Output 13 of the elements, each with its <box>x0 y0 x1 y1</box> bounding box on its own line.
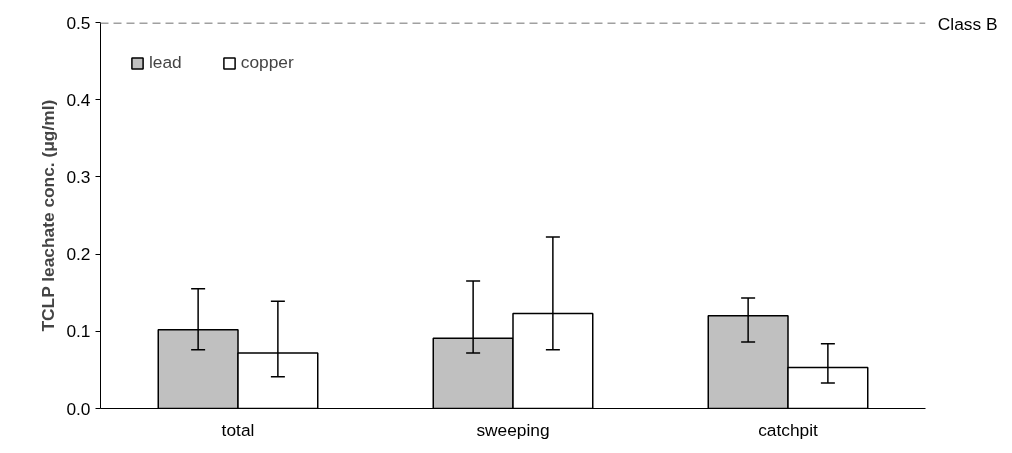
x-tick-label: catchpit <box>758 419 819 440</box>
x-tick-label: total <box>221 419 255 440</box>
y-tick-label: 0.1 <box>66 321 91 342</box>
legend-label: copper <box>240 52 294 73</box>
legend-label: lead <box>149 52 182 73</box>
y-tick-label: 0.2 <box>66 244 91 265</box>
x-tick-label: sweeping <box>476 419 550 440</box>
y-axis-title: TCLP leachate conc. (μg/ml) <box>38 99 59 332</box>
y-tick-label: 0.4 <box>66 89 91 110</box>
y-tick-label: 0.0 <box>66 398 91 419</box>
y-tick-label: 0.5 <box>66 12 91 33</box>
ref-line-label: Class B <box>937 13 998 34</box>
y-tick-label: 0.3 <box>66 166 91 187</box>
